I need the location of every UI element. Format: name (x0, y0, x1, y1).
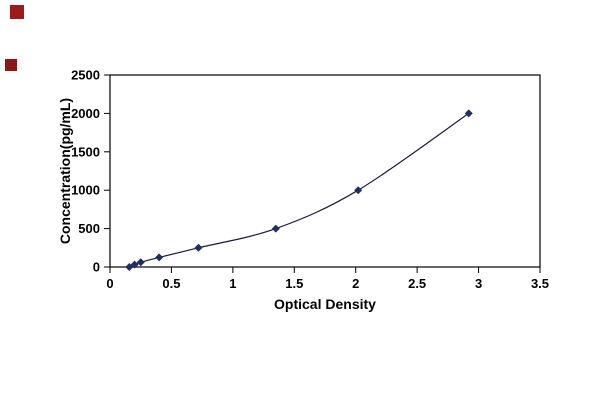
data-point-diamond (155, 253, 164, 262)
plot-area-border (109, 74, 541, 268)
data-point-diamond (136, 258, 145, 267)
x-tick-label: 3 (475, 276, 482, 291)
data-point-diamond (354, 186, 363, 195)
y-tick-label: 1500 (71, 144, 100, 159)
x-axis-ticks (109, 267, 541, 273)
data-point-markers (125, 109, 473, 271)
y-axis-label: Concentration(pg/mL) (57, 98, 73, 244)
data-point-diamond (194, 243, 203, 252)
watermark-red-square-left (5, 59, 17, 71)
x-tick-label: 2.5 (408, 276, 426, 291)
series-line (129, 112, 470, 268)
data-point-diamond (130, 260, 139, 269)
y-axis-tick-labels: 0 500 1000 1500 2000 2500 (71, 68, 100, 275)
x-tick-label: 0 (106, 276, 113, 291)
x-axis-tick-labels: 0 0.5 1 1.5 2 2.5 3 3.5 (106, 276, 549, 291)
x-tick-label: 1.5 (285, 276, 303, 291)
data-point-diamond (464, 109, 473, 118)
y-tick-label: 0 (93, 260, 100, 275)
x-tick-label: 2 (352, 276, 359, 291)
y-tick-label: 500 (78, 221, 100, 236)
y-tick-label: 1000 (71, 183, 100, 198)
x-tick-label: 1 (229, 276, 236, 291)
x-tick-label: 0.5 (162, 276, 180, 291)
watermark-red-square-top (10, 5, 24, 19)
x-axis-label: Optical Density (274, 296, 376, 312)
y-tick-label: 2500 (71, 68, 100, 83)
y-tick-label: 2000 (71, 106, 100, 121)
y-axis-ticks (104, 74, 110, 268)
data-point-diamond (271, 224, 280, 233)
x-tick-label: 3.5 (531, 276, 549, 291)
